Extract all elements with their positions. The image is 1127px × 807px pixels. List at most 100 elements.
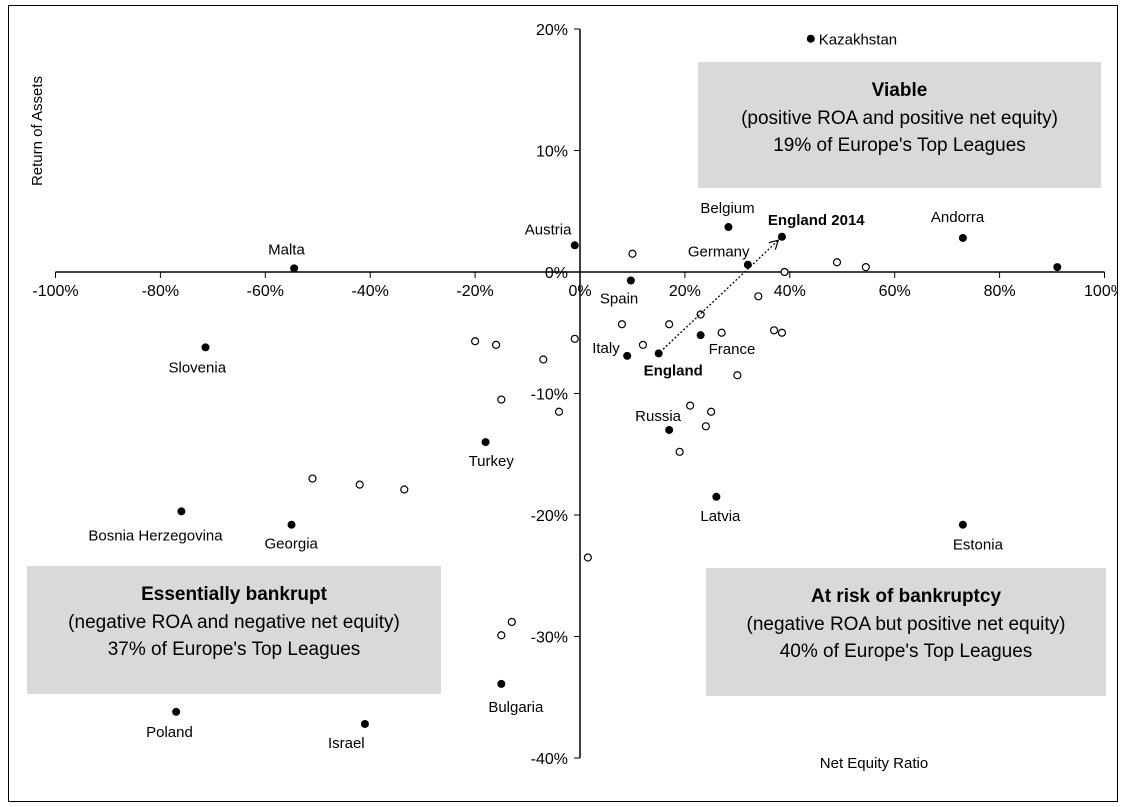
quadrant-share: 40% of Europe's Top Leagues [780,641,1033,662]
point-label: Andorra [931,209,985,226]
y-tick-label: 10% [536,144,568,161]
y-tick-label: -10% [531,387,568,404]
x-tick-label: 20% [669,283,701,300]
highlighted-point [497,679,506,688]
hollow-point [861,263,870,272]
point-label: Latvia [700,508,741,525]
point-label: Poland [146,724,193,741]
point-label: England [644,362,703,379]
x-tick-label: -40% [352,283,389,300]
point-label: Estonia [953,537,1004,554]
highlighted-point [806,34,815,43]
hollow-point [769,326,779,335]
hollow-point [617,320,627,329]
highlighted-point [654,349,663,358]
scatter-chart: Viable (positive ROA and positive net equ… [27,22,1117,772]
quadrant-box-bg [706,568,1106,696]
highlighted-point [481,438,490,447]
quadrant-box-bg [698,62,1101,188]
hollow-point [754,292,763,301]
hollow-point [554,407,564,416]
highlighted-point [177,507,186,516]
hollow-point [701,422,710,431]
highlighted-point [570,241,579,250]
quadrant-description: (negative ROA but positive net equity) [747,614,1066,635]
point-label: Russia [635,408,682,425]
hollow-point [491,340,501,349]
hollow-point [686,401,695,410]
hollow-point [696,310,705,319]
hollow-point [733,371,742,380]
point-label: Slovenia [169,359,227,376]
highlighted-point [360,719,369,728]
quadrant-share: 37% of Europe's Top Leagues [108,639,361,660]
hollow-point [777,328,787,337]
hollow-point [497,631,506,640]
point-label: France [709,341,756,358]
quadrant-title: Viable [872,80,928,101]
x-tick-label: -60% [247,283,284,300]
quadrant-title: At risk of bankruptcy [811,586,1001,607]
point-label: Georgia [265,536,319,553]
point-label: Malta [268,241,305,258]
point-label: Israel [328,735,365,752]
y-tick-label: -40% [531,751,568,768]
quadrant-box-bg [27,566,441,694]
x-tick-label: 80% [984,283,1016,300]
hollow-point [355,480,364,489]
hollow-point [665,320,674,329]
hollow-point [400,485,409,494]
quadrant-title: Essentially bankrupt [141,584,328,605]
quadrant-box: Essentially bankrupt (negative ROA and ne… [27,566,441,694]
chart-frame: Viable (positive ROA and positive net equ… [8,5,1118,802]
hollow-point [675,447,684,456]
highlighted-point [958,233,967,242]
highlighted-point [696,331,705,340]
point-labels: Kazakhstan Belgium England 2014 Andorra Aust… [88,32,1003,752]
quadrant-description: (positive ROA and positive net equity) [741,108,1058,129]
hollow-point [717,328,726,337]
hollow-point [471,337,480,346]
y-tick-label: -20% [531,508,568,525]
hollow-point [780,267,789,277]
hollow-point [507,617,516,627]
highlighted-point [626,276,635,285]
highlighted-point [623,351,632,360]
highlighted-point [172,707,181,716]
hollow-point [570,334,579,343]
x-tick-label: -80% [142,283,179,300]
x-tick-label: -20% [456,283,493,300]
hollow-point [832,258,842,267]
hollow-point [583,553,592,562]
quadrant-share: 19% of Europe's Top Leagues [773,135,1026,156]
x-axis-title: Net Equity Ratio [820,755,928,772]
y-axis-title: Return of Assets [29,76,46,186]
y-tick-label: -30% [531,630,568,647]
quadrant-box: At risk of bankruptcy (negative ROA but p… [706,568,1106,696]
x-tick-label: -100% [32,283,78,300]
point-label: Spain [600,291,638,308]
highlighted-point [724,223,733,232]
hollow-point [308,474,317,483]
data-points [172,34,1062,728]
highlighted-point [287,520,296,529]
quadrant-box: Viable (positive ROA and positive net equ… [698,62,1101,188]
highlighted-point [665,425,674,434]
quadrant-boxes: Viable (positive ROA and positive net equ… [27,62,1106,696]
quadrant-description: (negative ROA and negative net equity) [68,612,400,633]
point-label: Bosnia Herzegovina [88,527,223,544]
hollow-point [497,395,506,404]
highlighted-point [290,264,299,273]
highlighted-point [1053,263,1062,272]
hollow-point [628,249,637,258]
point-label: Germany [688,244,750,261]
x-tick-label: 60% [879,283,911,300]
highlighted-point [201,343,210,352]
point-label: Kazakhstan [819,32,897,49]
point-label: Bulgaria [488,699,544,716]
point-label: Austria [525,221,572,238]
x-tick-label: 100% [1084,283,1117,300]
highlighted-point [712,492,721,501]
highlighted-point [743,260,752,269]
point-label: Belgium [700,200,754,217]
